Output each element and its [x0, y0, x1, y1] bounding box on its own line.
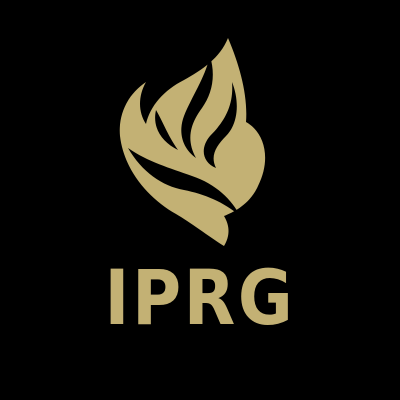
flame-icon — [119, 38, 266, 246]
logo-wordmark: IPRG — [104, 253, 296, 342]
